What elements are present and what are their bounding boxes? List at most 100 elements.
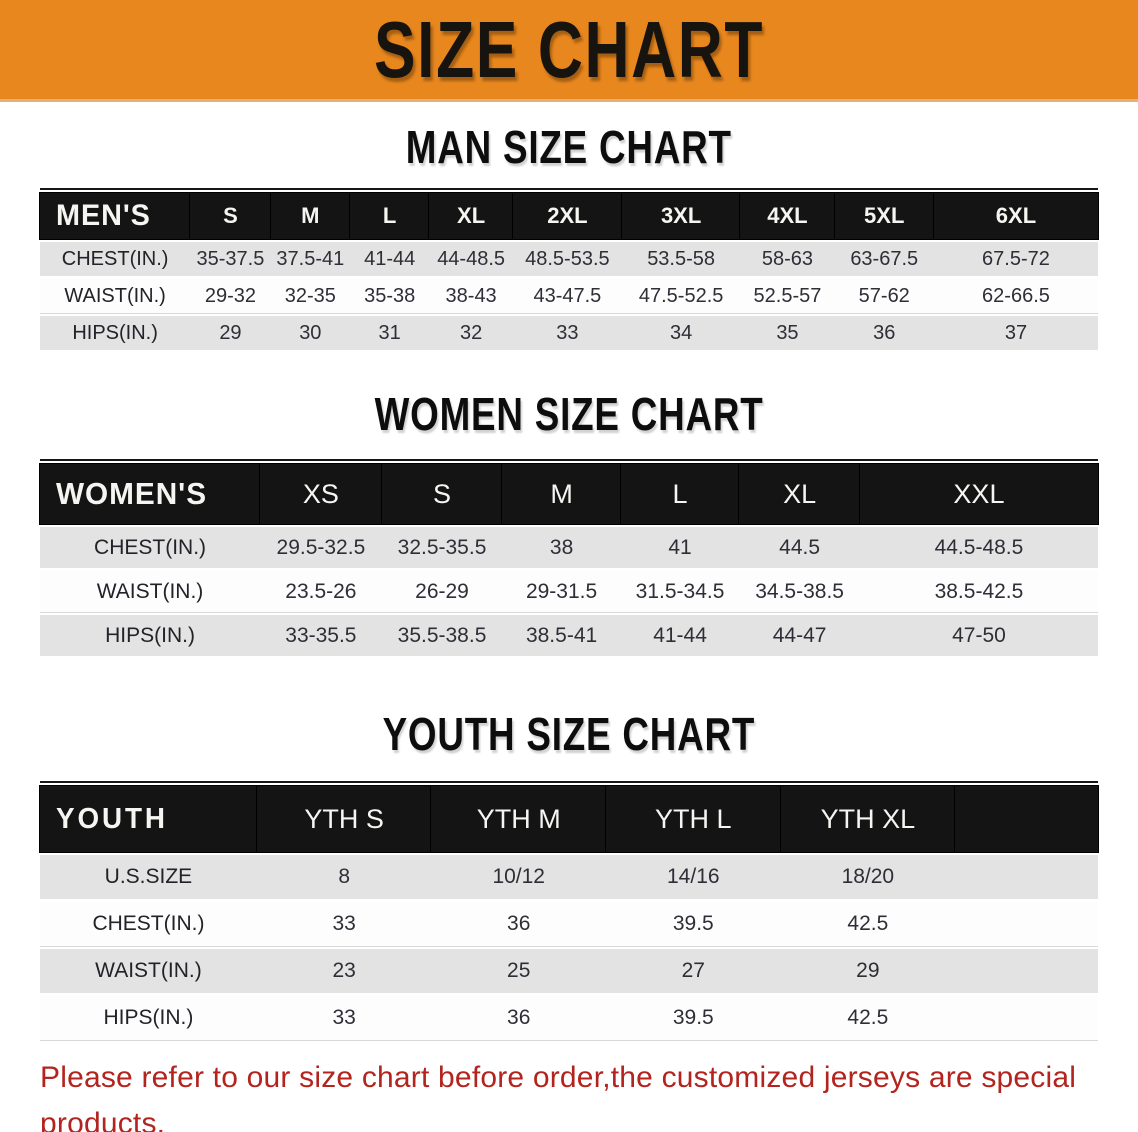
size-cell: 41-44 [620, 615, 740, 656]
men-col-s: S [190, 193, 271, 239]
size-cell: 47-50 [859, 615, 1098, 656]
size-cell: 62-66.5 [933, 279, 1098, 313]
women-header-row: WOMEN'S XS S M L XL XXL [40, 464, 1098, 524]
women-col-xl: XL [739, 464, 860, 524]
size-cell: 58-63 [740, 242, 835, 276]
women-section-heading-text: WOMEN SIZE CHART [374, 388, 764, 440]
size-cell: 14/16 [606, 855, 781, 899]
youth-hips-row: HIPS(IN.) 33 36 39.5 42.5 [40, 996, 1098, 1040]
men-hips-row: HIPS(IN.) 29 30 31 32 33 34 35 36 37 [40, 316, 1098, 350]
men-col-xl: XL [429, 193, 513, 239]
row-label: WAIST(IN.) [40, 571, 261, 612]
size-cell: 31 [349, 316, 430, 350]
man-section-heading-text: MAN SIZE CHART [405, 121, 733, 173]
youth-section-heading-text: YOUTH SIZE CHART [382, 708, 756, 760]
banner-title: SIZE CHART [374, 4, 764, 94]
size-cell: 38.5-42.5 [859, 571, 1098, 612]
size-cell: 34.5-38.5 [739, 571, 860, 612]
row-label: CHEST(IN.) [40, 242, 191, 276]
size-cell: 37 [933, 316, 1098, 350]
size-cell: 43-47.5 [512, 279, 622, 313]
women-col-m: M [502, 464, 621, 524]
size-cell: 33 [512, 316, 622, 350]
youth-col-xl: YTH XL [780, 786, 956, 852]
size-cell: 23 [256, 949, 432, 993]
size-cell: 57-62 [834, 279, 934, 313]
man-section-heading: MAN SIZE CHART [0, 120, 1138, 174]
youth-ussize-row: U.S.SIZE 8 10/12 14/16 18/20 [40, 855, 1098, 899]
men-col-m: M [270, 193, 350, 239]
row-label: CHEST(IN.) [40, 902, 257, 946]
size-cell: 41-44 [349, 242, 430, 276]
youth-header-row: YOUTH YTH S YTH M YTH L YTH XL [40, 786, 1098, 852]
size-cell: 63-67.5 [834, 242, 934, 276]
men-header-row: MEN'S S M L XL 2XL 3XL 4XL 5XL 6XL [40, 193, 1098, 239]
women-waist-row: WAIST(IN.) 23.5-26 26-29 29-31.5 31.5-34… [40, 571, 1098, 612]
women-hips-row: HIPS(IN.) 33-35.5 35.5-38.5 38.5-41 41-4… [40, 615, 1098, 656]
youth-col-s: YTH S [256, 786, 432, 852]
size-cell: 8 [256, 855, 432, 899]
women-table-title: WOMEN'S [40, 464, 261, 524]
row-label: HIPS(IN.) [40, 615, 261, 656]
women-col-l: L [620, 464, 740, 524]
size-cell: 38.5-41 [502, 615, 621, 656]
row-label: WAIST(IN.) [40, 949, 257, 993]
size-cell: 25 [431, 949, 606, 993]
size-chart-banner: SIZE CHART [0, 0, 1138, 102]
youth-section-heading: YOUTH SIZE CHART [0, 707, 1138, 761]
size-cell: 39.5 [606, 902, 781, 946]
youth-col-m: YTH M [431, 786, 606, 852]
men-col-6xl: 6XL [933, 193, 1098, 239]
men-table-title: MEN'S [40, 193, 191, 239]
size-cell: 36 [431, 902, 606, 946]
row-label: HIPS(IN.) [40, 996, 257, 1040]
size-cell: 29.5-32.5 [260, 527, 382, 568]
men-col-3xl: 3XL [621, 193, 741, 239]
size-cell: 44.5 [739, 527, 860, 568]
size-cell: 47.5-52.5 [621, 279, 741, 313]
youth-waist-row: WAIST(IN.) 23 25 27 29 [40, 949, 1098, 993]
size-cell: 34 [621, 316, 741, 350]
size-cell: 27 [606, 949, 781, 993]
size-cell: 18/20 [780, 855, 956, 899]
size-cell: 29 [780, 949, 956, 993]
size-cell: 10/12 [431, 855, 606, 899]
men-col-2xl: 2XL [512, 193, 622, 239]
size-cell: 42.5 [780, 902, 956, 946]
size-cell: 41 [620, 527, 740, 568]
size-cell: 29 [190, 316, 271, 350]
men-waist-row: WAIST(IN.) 29-32 32-35 35-38 38-43 43-47… [40, 279, 1098, 313]
size-cell: 26-29 [381, 571, 503, 612]
size-cell: 38 [502, 527, 621, 568]
size-cell: 44.5-48.5 [859, 527, 1098, 568]
women-chest-row: CHEST(IN.) 29.5-32.5 32.5-35.5 38 41 44.… [40, 527, 1098, 568]
filler-cell [955, 786, 1098, 852]
size-cell: 36 [431, 996, 606, 1040]
size-cell: 67.5-72 [933, 242, 1098, 276]
youth-col-l: YTH L [606, 786, 781, 852]
size-cell: 33 [256, 902, 432, 946]
women-col-xs: XS [260, 464, 382, 524]
filler-cell [955, 949, 1098, 993]
women-col-xxl: XXL [859, 464, 1098, 524]
size-cell: 35-37.5 [190, 242, 271, 276]
men-col-5xl: 5XL [834, 193, 934, 239]
size-cell: 33 [256, 996, 432, 1040]
row-label: CHEST(IN.) [40, 527, 261, 568]
size-cell: 52.5-57 [740, 279, 835, 313]
size-cell: 35 [740, 316, 835, 350]
size-cell: 29-32 [190, 279, 271, 313]
size-cell: 23.5-26 [260, 571, 382, 612]
size-cell: 39.5 [606, 996, 781, 1040]
size-cell: 38-43 [429, 279, 513, 313]
filler-cell [955, 902, 1098, 946]
size-cell: 37.5-41 [270, 242, 350, 276]
size-cell: 32 [429, 316, 513, 350]
size-cell: 32.5-35.5 [381, 527, 503, 568]
size-cell: 53.5-58 [621, 242, 741, 276]
row-label: U.S.SIZE [40, 855, 257, 899]
men-chest-row: CHEST(IN.) 35-37.5 37.5-41 41-44 44-48.5… [40, 242, 1098, 276]
size-cell: 48.5-53.5 [512, 242, 622, 276]
youth-chest-row: CHEST(IN.) 33 36 39.5 42.5 [40, 902, 1098, 946]
men-col-4xl: 4XL [740, 193, 835, 239]
